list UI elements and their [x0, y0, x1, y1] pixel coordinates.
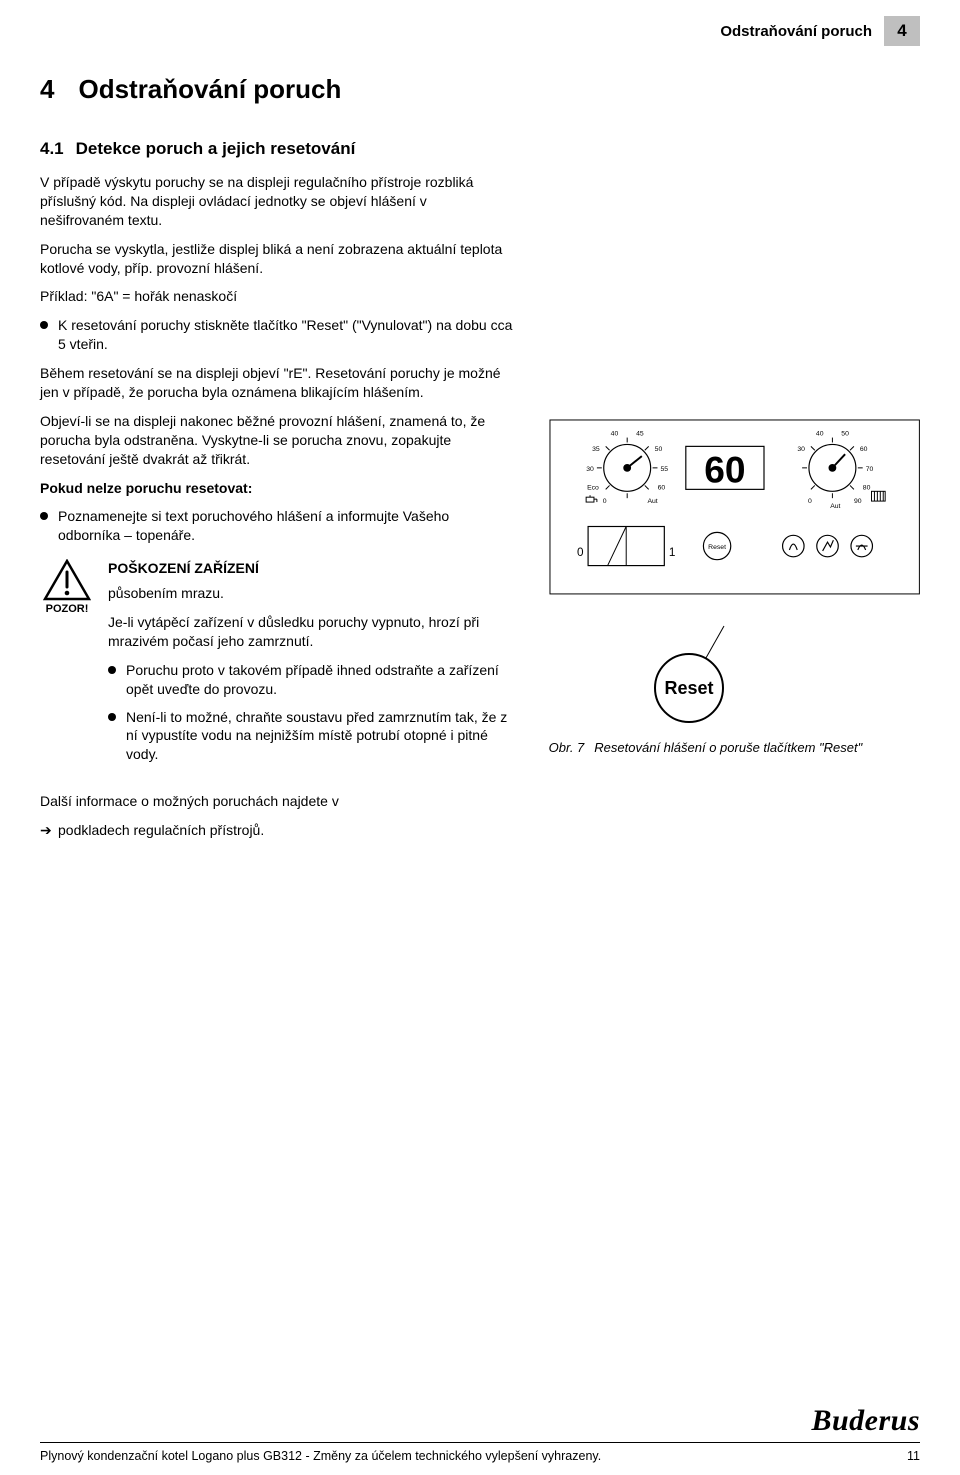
svg-text:50: 50 [654, 446, 662, 453]
warning-icon-column: POZOR! [40, 559, 94, 774]
chapter-title-text: Odstraňování poruch [78, 74, 341, 104]
svg-text:55: 55 [660, 466, 668, 473]
svg-text:Aut: Aut [647, 498, 657, 505]
section-number: 4.1 [40, 139, 64, 158]
warning-triangle-icon [43, 559, 91, 601]
svg-text:45: 45 [636, 431, 644, 438]
reset-callout: Reset [649, 618, 920, 728]
bullet-item: K resetování poruchy stiskněte tlačítko … [40, 316, 513, 354]
warning-block: POZOR! POŠKOZENÍ ZAŘÍZENÍ působením mraz… [40, 559, 513, 774]
paragraph-bold: Pokud nelze poruchu resetovat: [40, 479, 513, 498]
footer-text: Plynový kondenzační kotel Logano plus GB… [40, 1449, 601, 1463]
warning-title: POŠKOZENÍ ZAŘÍZENÍ [108, 559, 513, 578]
svg-text:Eco: Eco [587, 484, 599, 491]
chapter-heading: 4 Odstraňování poruch [40, 74, 920, 105]
svg-text:40: 40 [610, 431, 618, 438]
warning-paragraph: Je-li vytápěcí zařízení v důsledku poruc… [108, 613, 513, 651]
paragraph: V případě výskytu poruchy se na displeji… [40, 173, 513, 230]
control-panel-figure: 40 45 35 50 30 55 Eco 60 0 Aut [549, 419, 920, 755]
page-footer: Buderus Plynový kondenzační kotel Logano… [40, 1404, 920, 1463]
power-switch: 0 1 [577, 526, 675, 565]
brand-logo: Buderus [40, 1404, 920, 1438]
arrow-reference-text: podkladech regulačních přístrojů. [58, 822, 264, 838]
footer-page-number: 11 [907, 1449, 920, 1463]
svg-text:0: 0 [577, 546, 584, 559]
trailer-paragraph: Další informace o možných poruchách najd… [40, 792, 513, 811]
warning-subtitle: působením mrazu. [108, 584, 513, 603]
warning-label: POZOR! [46, 603, 89, 615]
paragraph: Objeví-li se na displeji nakonec běžné p… [40, 412, 513, 469]
svg-text:0: 0 [808, 498, 812, 505]
section-title-text: Detekce poruch a jejich resetování [76, 139, 356, 158]
svg-text:70: 70 [865, 466, 873, 473]
svg-text:Reset: Reset [664, 678, 713, 698]
header-chapter-title: Odstraňování poruch [720, 23, 872, 40]
figure-caption: Obr. 7 Resetování hlášení o poruše tlačí… [549, 740, 920, 755]
paragraph: Příklad: "6A" = hořák nenaskočí [40, 287, 513, 306]
bullet-list: K resetování poruchy stiskněte tlačítko … [40, 316, 513, 354]
svg-text:60: 60 [704, 449, 745, 491]
svg-text:Reset: Reset [708, 544, 726, 551]
svg-text:60: 60 [860, 446, 868, 453]
section-heading: 4.1 Detekce poruch a jejich resetování [40, 139, 513, 159]
bullet-list: Poznamenejte si text poruchového hlášení… [40, 507, 513, 545]
paragraph: Během resetování se na displeji objeví "… [40, 364, 513, 402]
header-chapter-number-box: 4 [884, 16, 920, 46]
bullet-item: Poznamenejte si text poruchového hlášení… [40, 507, 513, 545]
right-column: 40 45 35 50 30 55 Eco 60 0 Aut [549, 139, 920, 850]
reset-button-small: Reset [703, 532, 730, 559]
svg-text:90: 90 [854, 498, 862, 505]
left-column: 4.1 Detekce poruch a jejich resetování V … [40, 139, 513, 850]
svg-text:35: 35 [592, 446, 600, 453]
paragraph: Porucha se vyskytla, jestliže displej bl… [40, 240, 513, 278]
figure-caption-text: Resetování hlášení o poruše tlačítkem "R… [594, 740, 862, 755]
svg-text:0: 0 [602, 498, 606, 505]
digital-display: 60 [685, 446, 763, 490]
svg-text:80: 80 [862, 484, 870, 491]
svg-text:60: 60 [657, 484, 665, 491]
figure-label: Obr. 7 [549, 740, 585, 755]
bullet-item: Není-li to možné, chraňte soustavu před … [108, 708, 513, 765]
warning-body: POŠKOZENÍ ZAŘÍZENÍ působením mrazu. Je-l… [108, 559, 513, 774]
arrow-reference: podkladech regulačních přístrojů. [40, 821, 513, 840]
svg-text:40: 40 [816, 431, 824, 438]
footer-line: Plynový kondenzační kotel Logano plus GB… [40, 1449, 920, 1463]
footer-rule [40, 1442, 920, 1443]
warning-bullet-list: Poruchu proto v takovém případě ihned od… [108, 661, 513, 764]
page-header: Odstraňování poruch 4 [40, 16, 920, 46]
bullet-item: Poruchu proto v takovém případě ihned od… [108, 661, 513, 699]
svg-text:1: 1 [669, 546, 676, 559]
svg-text:30: 30 [586, 466, 594, 473]
svg-text:30: 30 [797, 446, 805, 453]
control-panel-svg: 40 45 35 50 30 55 Eco 60 0 Aut [549, 419, 920, 595]
chapter-number: 4 [40, 74, 54, 104]
svg-text:Aut: Aut [830, 503, 840, 510]
two-column-layout: 4.1 Detekce poruch a jejich resetování V … [40, 139, 920, 850]
svg-text:50: 50 [841, 431, 849, 438]
